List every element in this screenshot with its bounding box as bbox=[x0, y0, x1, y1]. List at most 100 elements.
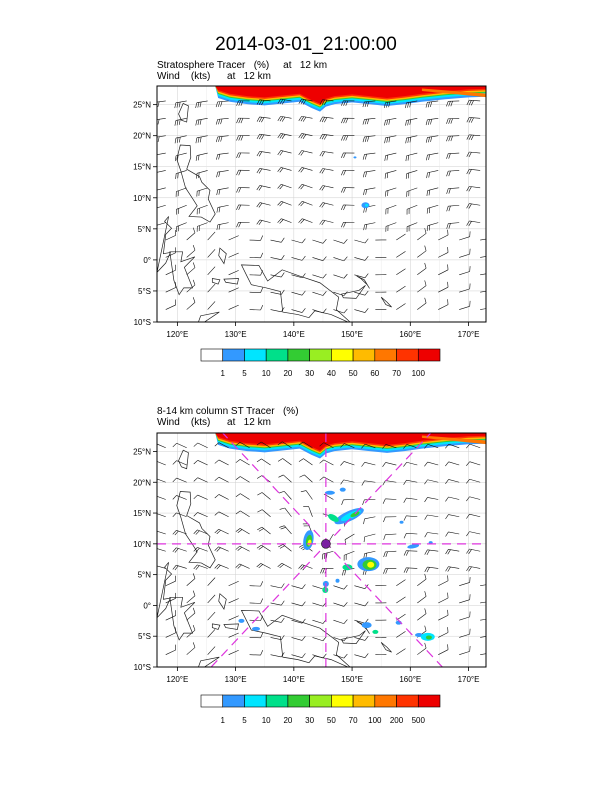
wind-barb-feather bbox=[448, 170, 451, 177]
wind-barb bbox=[382, 462, 397, 467]
wind-barb-feather bbox=[152, 513, 156, 517]
wind-barb-feather bbox=[177, 172, 179, 179]
wind-barb-shaft bbox=[217, 170, 229, 173]
wind-barb-shaft bbox=[280, 150, 292, 154]
wind-barb bbox=[165, 575, 176, 586]
wind-barb-shaft bbox=[259, 168, 271, 171]
wind-barb-feather bbox=[363, 189, 365, 196]
wind-barb-feather bbox=[386, 119, 388, 126]
wind-barb-shaft bbox=[197, 564, 208, 569]
wind-barb bbox=[340, 461, 355, 466]
wind-barb-shaft bbox=[217, 100, 229, 103]
colorbar-swatch bbox=[200, 348, 224, 362]
wind-barb bbox=[362, 135, 376, 143]
wind-barb-feather bbox=[152, 548, 155, 552]
wind-barb bbox=[312, 636, 327, 642]
wind-barb-feather bbox=[448, 135, 451, 142]
wind-barb-shaft bbox=[438, 269, 449, 276]
wind-barb-shaft bbox=[176, 564, 187, 569]
wind-barb bbox=[417, 228, 427, 241]
wind-barb-feather bbox=[236, 135, 239, 141]
wind-barb-feather bbox=[364, 601, 369, 607]
wind-barb-shaft bbox=[301, 98, 313, 102]
wind-barb-shaft bbox=[448, 479, 460, 483]
wind-barb-feather bbox=[382, 498, 386, 504]
wind-barb-feather bbox=[466, 514, 470, 519]
wind-barb-shaft bbox=[448, 566, 460, 569]
wind-barb-feather bbox=[238, 135, 242, 141]
wind-barb-feather bbox=[448, 188, 451, 194]
wind-barb bbox=[319, 168, 334, 174]
wind-barb-shaft bbox=[218, 546, 229, 552]
wind-barb-feather bbox=[260, 615, 264, 621]
wind-barb bbox=[406, 222, 418, 233]
wind-barb bbox=[277, 218, 292, 224]
wind-barb bbox=[186, 227, 196, 241]
wind-barb-feather bbox=[364, 290, 369, 296]
wind-barb-feather bbox=[258, 220, 263, 226]
wind-barb bbox=[312, 256, 327, 262]
wind-barb bbox=[277, 98, 292, 105]
wind-barb-shaft bbox=[157, 548, 166, 552]
wind-barb-feather bbox=[240, 100, 244, 106]
wind-barb-shaft bbox=[176, 170, 187, 174]
wind-barb-shaft bbox=[301, 115, 313, 119]
wind-barb-feather bbox=[195, 102, 198, 108]
wind-barb-shaft bbox=[322, 116, 334, 119]
wind-barb-shaft bbox=[301, 150, 313, 154]
wind-barb bbox=[362, 170, 376, 178]
wind-barb-shaft bbox=[354, 585, 366, 590]
wind-barb-shaft bbox=[291, 274, 303, 279]
wind-barb-feather bbox=[343, 636, 348, 642]
wind-barb-shaft bbox=[186, 629, 196, 638]
wind-barb-shaft bbox=[259, 219, 271, 223]
wind-barb-shaft bbox=[322, 219, 334, 223]
wind-barb-shaft bbox=[385, 222, 397, 227]
wind-barb-feather bbox=[388, 136, 391, 143]
wind-barb-shaft bbox=[239, 545, 250, 552]
coastline-halmahera bbox=[218, 593, 227, 610]
colorbar-label: 10 bbox=[262, 716, 271, 725]
wind-barb bbox=[186, 607, 196, 621]
wind-barb-feather bbox=[430, 101, 432, 108]
wind-barb bbox=[424, 566, 439, 573]
wind-barb-shaft bbox=[176, 460, 187, 466]
wind-barb-feather bbox=[154, 120, 155, 125]
wind-barb bbox=[396, 285, 406, 293]
wind-barb bbox=[193, 564, 208, 570]
wind-barb-feather bbox=[172, 442, 177, 448]
wind-barb-feather bbox=[428, 154, 430, 160]
wind-barb bbox=[270, 635, 285, 641]
wind-barb bbox=[157, 478, 166, 483]
wind-barb bbox=[341, 499, 355, 506]
wind-barb-shaft bbox=[282, 458, 292, 466]
tracer-patch bbox=[399, 520, 404, 524]
colorbar-swatch bbox=[222, 694, 245, 708]
wind-barb bbox=[354, 635, 369, 641]
wind-barb-shaft bbox=[217, 135, 229, 138]
wind-barb-shaft bbox=[261, 509, 271, 517]
wind-barb bbox=[277, 167, 292, 173]
wind-barb-shaft bbox=[469, 168, 481, 171]
wind-barb-shaft bbox=[343, 461, 355, 466]
wind-barb-shaft bbox=[228, 270, 239, 276]
wind-barb-shaft bbox=[396, 579, 406, 586]
colorbar-label: 1 bbox=[221, 716, 226, 725]
wind-barb-shaft bbox=[406, 222, 418, 227]
wind-barb bbox=[405, 152, 418, 162]
wind-barb-feather bbox=[448, 101, 451, 107]
wind-barb-feather bbox=[466, 496, 470, 502]
wind-barb-shaft bbox=[427, 135, 439, 138]
wind-barb-feather bbox=[468, 566, 472, 572]
wind-barb bbox=[396, 268, 406, 276]
wind-barb bbox=[157, 222, 166, 231]
wind-barb-feather bbox=[192, 642, 196, 648]
wind-barb-feather bbox=[301, 635, 306, 641]
wind-barb-shaft bbox=[364, 443, 376, 449]
wind-barb-shaft bbox=[197, 494, 208, 500]
wind-barb bbox=[216, 152, 229, 160]
wind-barb-shaft bbox=[469, 531, 481, 535]
wind-barb bbox=[193, 477, 208, 483]
wind-barb-feather bbox=[343, 170, 346, 176]
